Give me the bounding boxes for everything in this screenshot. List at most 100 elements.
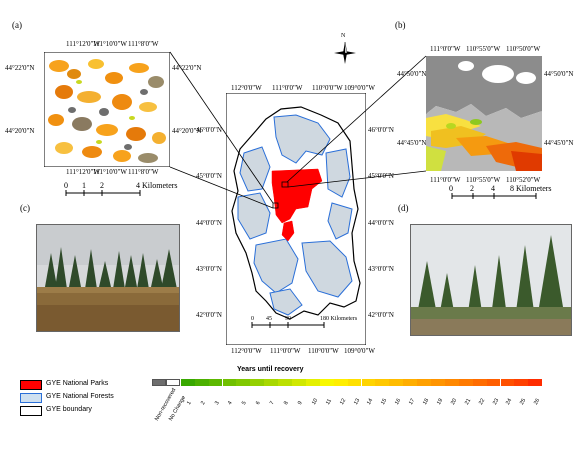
main-scale-45: 45 bbox=[266, 316, 272, 322]
legend-swatch-forests bbox=[20, 393, 42, 403]
panel-label-d: (d) bbox=[398, 203, 409, 213]
inset-a-top-tick: 111°10'0"W bbox=[93, 40, 128, 48]
inset-b-bottom-tick: 110°55'0"W bbox=[466, 176, 501, 184]
inset-a-scale-2: 2 bbox=[100, 181, 104, 190]
colorbar-cell bbox=[389, 379, 404, 386]
inset-b-left-tick: 44°45'0"N bbox=[397, 139, 427, 147]
gye-national-forests bbox=[237, 114, 353, 316]
inset-b-scale-0: 0 bbox=[449, 184, 453, 193]
main-left-tick: 44°0'0"N bbox=[196, 219, 222, 227]
colorbar-cell-no-change bbox=[165, 379, 180, 386]
main-scale-90: 90 bbox=[285, 316, 291, 322]
inset-b-recovery-zone bbox=[426, 104, 542, 171]
inset-b-scale-4: 4 bbox=[491, 184, 495, 193]
inset-a-left-tick: 44°20'0"N bbox=[5, 127, 35, 135]
panel-label-b: (b) bbox=[395, 20, 406, 30]
legend-label-parks: GYE National Parks bbox=[46, 380, 109, 387]
inset-b-left-tick: 44°50'0"N bbox=[397, 70, 427, 78]
colorbar-cell bbox=[347, 379, 362, 386]
main-scale-0: 0 bbox=[251, 316, 254, 322]
main-top-tick: 112°0'0"W bbox=[231, 84, 262, 92]
inset-a-bottom-tick: 111°10'0"W bbox=[93, 168, 128, 176]
main-left-tick: 42°0'0"N bbox=[196, 311, 222, 319]
inset-b-scale-8: 8 Kilometers bbox=[510, 184, 552, 193]
colorbar-cell bbox=[319, 379, 334, 386]
inset-a-map bbox=[44, 52, 170, 167]
colorbar-cell bbox=[194, 379, 209, 386]
main-bottom-tick: 110°0'0"W bbox=[308, 347, 339, 355]
main-left-tick: 45°0'0"N bbox=[196, 172, 222, 180]
inset-a-bottom-tick: 111°8'0"W bbox=[128, 168, 159, 176]
inset-b-top-tick: 111°0'0"W bbox=[430, 45, 461, 53]
main-top-tick: 111°0'0"W bbox=[272, 84, 303, 92]
main-scalebar bbox=[251, 322, 325, 328]
inset-a-left-tick: 44°22'0"N bbox=[5, 64, 35, 72]
colorbar-cell bbox=[236, 379, 251, 386]
colorbar-cell bbox=[264, 379, 279, 386]
colorbar-cell bbox=[180, 379, 195, 386]
colorbar-cell bbox=[472, 379, 487, 386]
colorbar-title: Years until recovery bbox=[237, 366, 304, 373]
inset-a-scale-1: 1 bbox=[82, 181, 86, 190]
photo-c bbox=[36, 224, 180, 332]
inset-b-right-tick: 44°45'0"N bbox=[544, 139, 574, 147]
inset-a-right-tick: 44°22'0"N bbox=[172, 64, 202, 72]
colorbar-cell bbox=[222, 379, 237, 386]
colorbar-cell bbox=[292, 379, 306, 386]
colorbar-cell bbox=[486, 379, 501, 386]
inset-a-bottom-tick: 111°12'0"W bbox=[66, 168, 101, 176]
colorbar-cell bbox=[417, 379, 431, 386]
main-left-tick: 46°0'0"N bbox=[196, 126, 222, 134]
colorbar-cell bbox=[528, 379, 543, 386]
main-bottom-tick: 112°0'0"W bbox=[231, 347, 262, 355]
main-right-tick: 43°0'0"N bbox=[368, 265, 394, 273]
north-label: N bbox=[341, 33, 346, 39]
inset-b-top-tick: 110°50'0"W bbox=[506, 45, 541, 53]
photo-d bbox=[410, 224, 572, 336]
colorbar-cell bbox=[458, 379, 473, 386]
main-bottom-tick: 111°0'0"W bbox=[270, 347, 301, 355]
colorbar-cell bbox=[208, 379, 223, 386]
inset-a-top-tick: 111°8'0"W bbox=[128, 40, 159, 48]
panel-label-a: (a) bbox=[12, 20, 22, 30]
main-right-tick: 44°0'0"N bbox=[368, 219, 394, 227]
gye-national-parks bbox=[271, 168, 323, 242]
main-right-tick: 42°0'0"N bbox=[368, 311, 394, 319]
inset-a-top-tick: 111°12'0"W bbox=[66, 40, 101, 48]
inset-a-right-tick: 44°20'0"N bbox=[172, 127, 202, 135]
colorbar-cell bbox=[305, 379, 320, 386]
legend-swatch-boundary bbox=[20, 406, 42, 416]
colorbar-cell bbox=[444, 379, 459, 386]
inset-b-bottom-tick: 111°0'0"W bbox=[430, 176, 461, 184]
main-top-tick: 109°0'0"W bbox=[344, 84, 376, 92]
main-top-tick: 110°0'0"W bbox=[312, 84, 343, 92]
inset-b-bottom-tick: 110°52'0"W bbox=[506, 176, 541, 184]
main-scale-180: 180 Kilometers bbox=[320, 316, 358, 322]
main-bottom-tick: 109°0'0"W bbox=[344, 347, 376, 355]
inset-b-map bbox=[426, 56, 542, 171]
inset-a-burn-patches bbox=[48, 59, 166, 163]
inset-a-scale-3: 4 Kilometers bbox=[136, 181, 178, 190]
colorbar-cell bbox=[278, 379, 292, 386]
colorbar-cell bbox=[431, 379, 445, 386]
locator-a bbox=[272, 202, 279, 209]
legend-label-boundary: GYE boundary bbox=[46, 406, 92, 413]
main-map-frame bbox=[226, 93, 366, 345]
inset-a-scale-0: 0 bbox=[64, 181, 68, 190]
inset-b-right-tick: 44°50'0"N bbox=[544, 70, 574, 78]
colorbar-cell bbox=[361, 379, 376, 386]
panel-label-c: (c) bbox=[20, 203, 30, 213]
compass-icon bbox=[334, 41, 356, 64]
inset-b-scale-2: 2 bbox=[470, 184, 474, 193]
main-right-tick: 46°0'0"N bbox=[368, 126, 394, 134]
colorbar-cell bbox=[403, 379, 418, 386]
colorbar-cell-non-recovered bbox=[152, 379, 166, 386]
colorbar-cell bbox=[514, 379, 529, 386]
colorbar-cell bbox=[375, 379, 390, 386]
colorbar-cell bbox=[250, 379, 265, 386]
locator-b bbox=[281, 181, 289, 188]
legend-label-forests: GYE National Forests bbox=[46, 393, 114, 400]
legend-swatch-parks bbox=[20, 380, 42, 390]
colorbar-cell bbox=[333, 379, 348, 386]
inset-b-top-tick: 110°55'0"W bbox=[466, 45, 501, 53]
